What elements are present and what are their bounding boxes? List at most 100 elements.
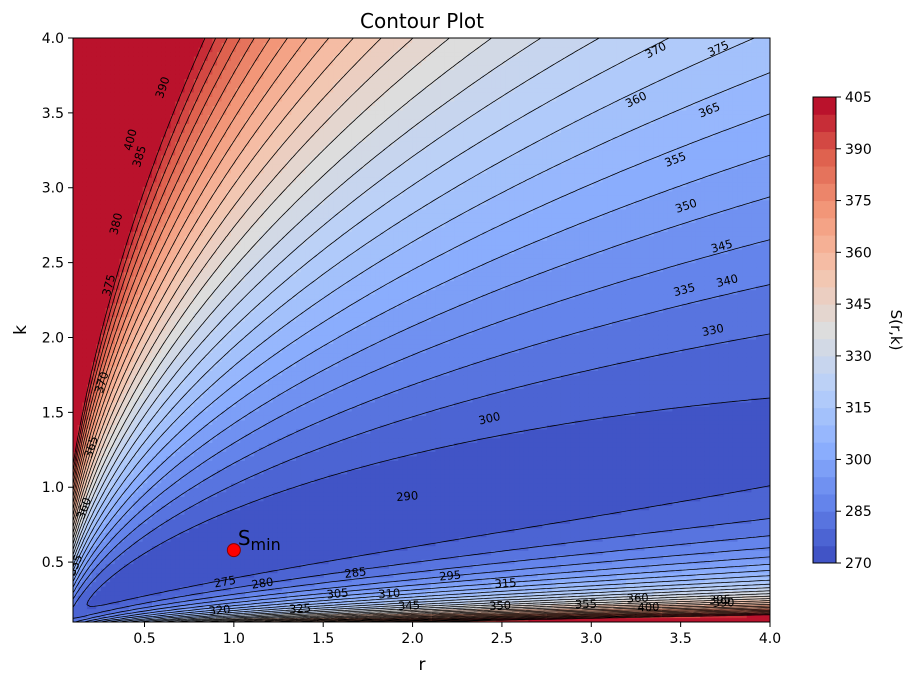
- contour-band-cell: [100, 226, 107, 232]
- contour-band-cell: [147, 415, 153, 421]
- contour-band-cell: [170, 410, 176, 416]
- contour-band-cell: [203, 235, 209, 241]
- contour-band-cell: [133, 554, 139, 560]
- contour-band-cell: [73, 361, 79, 367]
- contour-band-cell: [96, 401, 102, 407]
- contour-band-cell: [96, 316, 102, 322]
- contour-band-cell: [179, 370, 186, 376]
- contour-band-cell: [105, 473, 111, 479]
- contour-band-cell: [147, 482, 153, 488]
- contour-band-cell: [142, 433, 148, 439]
- contour-band-cell: [114, 226, 121, 232]
- contour-band-cell: [156, 253, 162, 259]
- contour-band-cell: [114, 330, 121, 336]
- contour-band-cell: [86, 186, 93, 192]
- contour-band-cell: [114, 500, 121, 506]
- contour-band-cell: [96, 419, 102, 425]
- contour-band-cell: [193, 46, 200, 53]
- contour-band-cell: [212, 518, 218, 524]
- contour-band-cell: [77, 204, 83, 210]
- contour-band-cell: [105, 487, 111, 493]
- contour-band-cell: [96, 73, 102, 80]
- contour-band-cell: [161, 424, 167, 430]
- contour-band-cell: [77, 280, 83, 286]
- contour-band-cell: [147, 123, 153, 129]
- contour-band-cell: [170, 231, 176, 237]
- contour-band-cell: [235, 262, 241, 268]
- contour-band-cell: [230, 100, 237, 106]
- contour-band-cell: [133, 559, 139, 565]
- contour-band-cell: [91, 451, 97, 457]
- contour-band-cell: [114, 100, 121, 106]
- contour-band-cell: [91, 159, 97, 165]
- contour-band-cell: [230, 303, 237, 309]
- contour-band-cell: [138, 46, 144, 53]
- contour-band-cell: [175, 154, 181, 160]
- contour-band-cell: [175, 473, 181, 479]
- contour-band-cell: [235, 217, 241, 223]
- contour-band-cell: [128, 195, 135, 201]
- contour-band-cell: [244, 410, 251, 416]
- contour-band-cell: [128, 204, 135, 210]
- contour-band-cell: [73, 442, 79, 448]
- contour-band-cell: [244, 554, 251, 560]
- contour-band-cell: [193, 82, 200, 89]
- contour-band-cell: [128, 415, 135, 421]
- contour-band-cell: [230, 586, 237, 592]
- contour-band-cell: [100, 118, 107, 124]
- contour-band-cell: [189, 271, 195, 277]
- contour-band-cell: [170, 433, 176, 439]
- contour-band-cell: [142, 419, 148, 425]
- contour-band-cell: [198, 518, 204, 524]
- contour-band-cell: [184, 352, 190, 358]
- contour-band-cell: [77, 222, 83, 228]
- contour-band-cell: [82, 154, 88, 160]
- contour-band-cell: [86, 608, 93, 614]
- contour-band-cell: [212, 460, 218, 466]
- contour-band-cell: [128, 500, 135, 506]
- contour-band-cell: [86, 127, 93, 133]
- contour-band-cell: [110, 145, 116, 151]
- contour-band-cell: [240, 509, 246, 515]
- contour-band-cell: [198, 550, 204, 556]
- contour-band-cell: [96, 123, 102, 129]
- contour-band-cell: [147, 487, 153, 493]
- contour-band-cell: [217, 87, 223, 93]
- contour-band-cell: [184, 172, 190, 178]
- contour-band-cell: [110, 280, 116, 286]
- contour-band-cell: [82, 334, 88, 340]
- contour-band-cell: [128, 487, 135, 493]
- contour-band-cell: [91, 217, 97, 223]
- contour-band-cell: [170, 509, 176, 515]
- contour-band-cell: [133, 217, 139, 223]
- contour-band-cell: [138, 213, 144, 219]
- contour-band-cell: [249, 563, 255, 569]
- contour-band-cell: [128, 73, 135, 80]
- contour-band-cell: [230, 285, 237, 291]
- contour-band-cell: [100, 590, 107, 596]
- contour-band-cell: [170, 491, 176, 497]
- contour-band-cell: [119, 87, 125, 93]
- contour-band-cell: [198, 42, 204, 48]
- contour-band-cell: [128, 428, 135, 434]
- contour-band-cell: [77, 118, 83, 124]
- contour-band-cell: [86, 271, 93, 277]
- contour-band-cell: [189, 46, 195, 53]
- contour-band-cell: [100, 559, 107, 565]
- contour-band-cell: [119, 235, 125, 241]
- contour-band-cell: [147, 177, 153, 183]
- contour-band-cell: [119, 127, 125, 133]
- contour-band-cell: [96, 190, 102, 196]
- contour-band-cell: [161, 240, 167, 246]
- contour-band-cell: [119, 51, 125, 57]
- contour-band-cell: [170, 559, 176, 565]
- contour-band-cell: [147, 550, 153, 556]
- contour-band-cell: [124, 559, 130, 565]
- contour-band-cell: [207, 172, 213, 178]
- contour-band-cell: [147, 172, 153, 178]
- contour-band-cell: [114, 527, 121, 533]
- contour-band-cell: [230, 249, 237, 255]
- contour-band-cell: [96, 307, 102, 313]
- contour-band-cell: [217, 383, 223, 389]
- contour-band-cell: [110, 307, 116, 313]
